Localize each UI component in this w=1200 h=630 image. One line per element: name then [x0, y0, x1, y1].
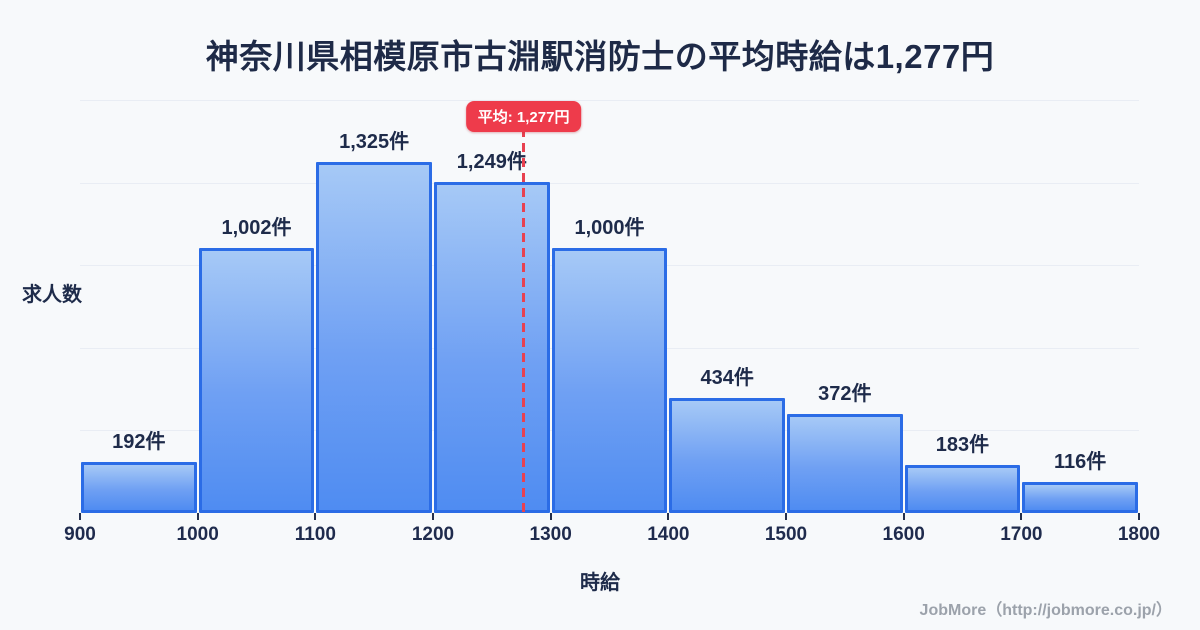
x-tick-mark [549, 513, 552, 520]
bar-value-label: 1,002件 [221, 217, 292, 239]
bar-1700-1800 [1022, 482, 1138, 513]
bar-value-label: 1,000件 [574, 217, 645, 239]
average-badge-label: 平均: 1,277円 [477, 109, 570, 126]
x-tick-mark [902, 513, 905, 520]
bar-value-label: 183件 [935, 434, 990, 456]
average-line [522, 128, 526, 513]
bar-value-label: 372件 [818, 383, 872, 405]
bar-value-label: 434件 [700, 367, 754, 389]
x-tick-mark [432, 513, 434, 520]
x-tick-label: 1600 [882, 524, 925, 545]
bar-900-1000 [81, 462, 197, 513]
x-tick-label: 1700 [1000, 524, 1043, 545]
x-tick-mark [1138, 513, 1140, 520]
x-tick-mark [196, 513, 199, 520]
x-tick-label: 1400 [647, 524, 690, 545]
bar-1000-1100 [198, 248, 315, 513]
footer-credit: JobMore（http://jobmore.co.jp/） [919, 602, 1172, 619]
x-tick-mark [667, 513, 670, 520]
bar-value-label: 1,249件 [456, 151, 527, 173]
x-tick-mark [79, 513, 81, 520]
page-title: 神奈川県相模原市古淵駅消防士の平均時給は1,277円 [205, 38, 995, 75]
bar-1200-1300 [434, 182, 550, 513]
x-axis-label: 時給 [580, 572, 620, 594]
gridline [80, 100, 1139, 101]
gridline [80, 183, 1139, 184]
y-axis-label: 求人数 [22, 284, 82, 306]
x-tick-label: 1200 [411, 524, 455, 545]
x-tick-mark [1020, 513, 1023, 520]
x-tick-label: 1100 [294, 524, 336, 545]
bar-value-label: 116件 [1054, 451, 1107, 473]
bar-1600-1700 [904, 465, 1021, 513]
bar-value-label: 192件 [112, 431, 166, 453]
bar-value-label: 1,325件 [339, 131, 410, 153]
average-badge: 平均: 1,277円 [465, 101, 582, 132]
bar-1500-1600 [787, 414, 903, 513]
x-tick-mark [314, 513, 317, 520]
bar-1300-1400 [551, 248, 668, 513]
bar-1100-1200 [316, 162, 432, 513]
x-tick-label: 1800 [1117, 524, 1161, 545]
x-tick-label: 900 [64, 524, 96, 545]
x-tick-mark [785, 513, 787, 520]
bar-1400-1500 [669, 398, 785, 513]
x-tick-label: 1300 [529, 524, 572, 545]
x-tick-label: 1000 [176, 524, 219, 545]
x-tick-label: 1500 [764, 524, 808, 545]
